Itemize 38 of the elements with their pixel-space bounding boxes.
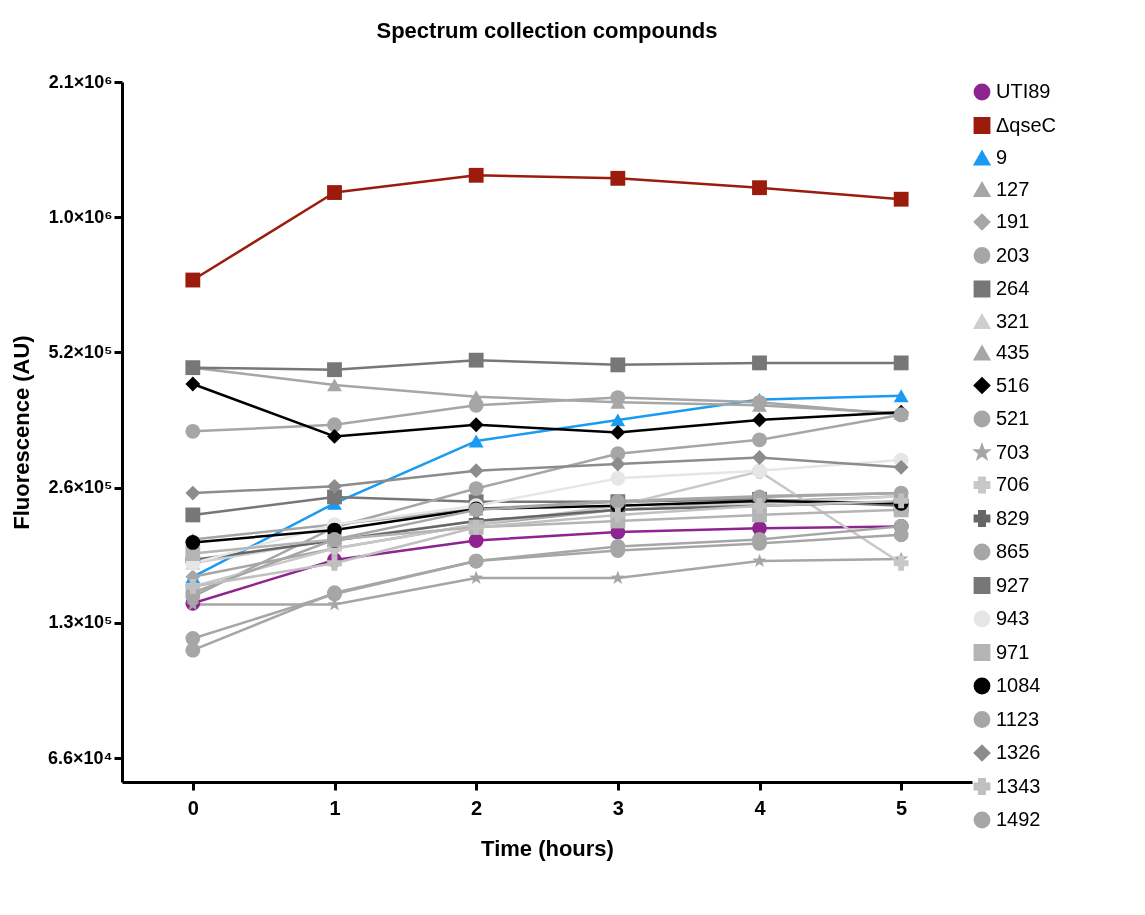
legend-label: 127 — [996, 177, 1030, 200]
x-tick-label: 3 — [612, 796, 624, 819]
legend-label: 203 — [996, 243, 1030, 266]
legend-label: 943 — [996, 607, 1030, 629]
y-tick-label: 6.6×10⁴ — [48, 747, 113, 768]
legend-label: 1326 — [996, 741, 1041, 763]
legend-label: 971 — [996, 640, 1030, 663]
y-tick-label: 2.6×10⁵ — [48, 477, 113, 498]
x-tick-label: 1 — [329, 796, 341, 819]
legend-label: 703 — [996, 440, 1030, 463]
legend-label: 516 — [996, 373, 1030, 396]
legend-label: 321 — [996, 309, 1030, 332]
chart-title: Spectrum collection compounds — [376, 18, 718, 43]
legend-label: 1084 — [996, 674, 1041, 696]
x-axis-title: Time (hours) — [481, 835, 614, 861]
y-tick-label: 1.3×10⁵ — [48, 612, 113, 633]
legend-label: 1123 — [996, 707, 1040, 730]
legend-label: 829 — [996, 506, 1030, 529]
legend-label: 521 — [996, 407, 1030, 429]
legend-label: 927 — [996, 573, 1030, 596]
legend-label: 9 — [996, 146, 1008, 168]
x-tick-label: 0 — [187, 796, 199, 819]
y-axis-title: Fluorescence (AU) — [9, 335, 35, 530]
legend-label: 191 — [996, 210, 1030, 232]
x-tick-label: 2 — [471, 796, 483, 819]
legend-label: 264 — [996, 277, 1030, 299]
legend-label: 435 — [996, 341, 1030, 363]
y-tick-label: 5.2×10⁵ — [48, 341, 113, 362]
y-tick-label: 2.1×10⁶ — [48, 71, 113, 92]
legend-label: ΔqseC — [996, 113, 1057, 136]
legend-label: UTI89 — [996, 80, 1051, 102]
x-tick-label: 5 — [896, 796, 908, 819]
x-tick-label: 4 — [754, 796, 767, 819]
y-tick-label: 1.0×10⁶ — [48, 206, 113, 227]
legend-label: 706 — [996, 473, 1030, 495]
legend-label: 1492 — [996, 808, 1041, 830]
legend-label: 865 — [996, 540, 1030, 562]
legend-label: 1343 — [996, 774, 1041, 797]
